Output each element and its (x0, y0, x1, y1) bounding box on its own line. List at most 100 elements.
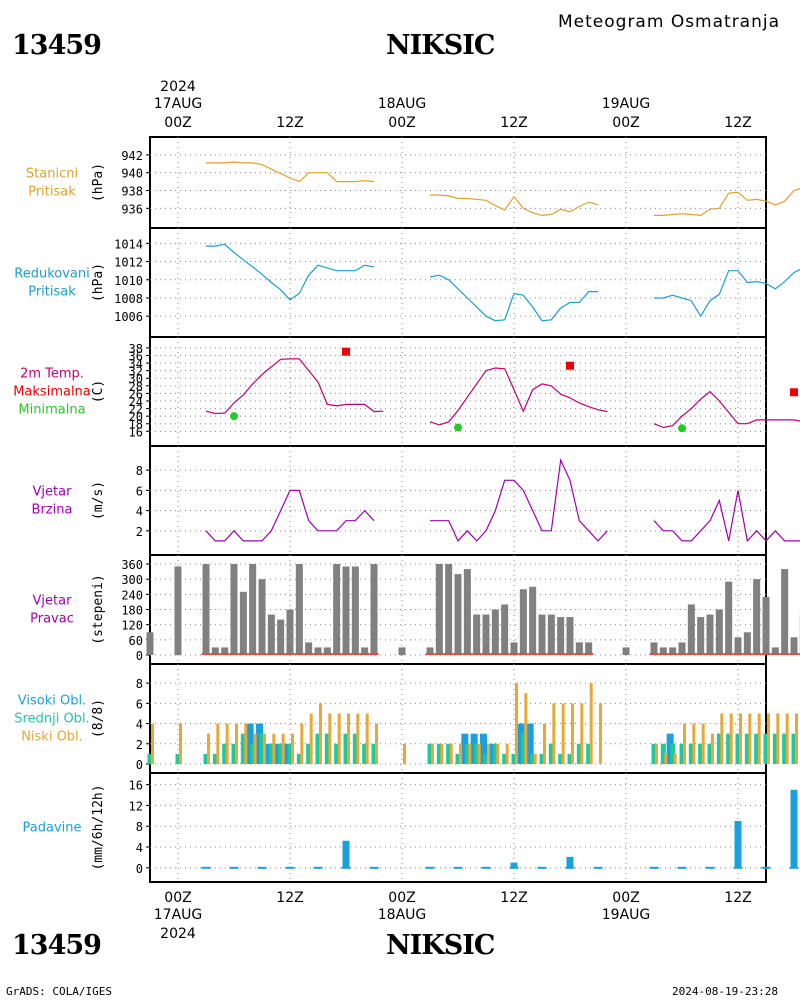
direction-bar (725, 581, 733, 655)
cloud-bar-2 (440, 743, 444, 764)
calm-mark (789, 653, 799, 655)
cloud-bar-2 (347, 713, 350, 764)
cloud-bar-1 (651, 743, 657, 764)
top-time-label: 12Z (500, 115, 527, 131)
top-time-label: 00Z (164, 115, 191, 131)
cloud-bar-1 (147, 753, 153, 764)
calm-mark (434, 653, 444, 655)
cloud-bar-1 (698, 743, 704, 764)
cloud-bar-1 (231, 743, 237, 764)
panel-frame-wind_speed (149, 445, 767, 556)
ytick-label-reduced_pressure: 1014 (114, 237, 143, 251)
panel-label-station_pressure: Stanicni (26, 167, 78, 182)
direction-bar (230, 564, 238, 655)
bottom-time-label: 12Z (500, 890, 527, 906)
cloud-bar-2 (235, 723, 238, 764)
ytick-label-temperature: 32 (129, 365, 143, 379)
direction-bar (342, 566, 350, 655)
ytick-label-temperature: 28 (129, 380, 143, 394)
precip-trace (313, 866, 323, 869)
cloud-bar-2 (533, 753, 537, 764)
calm-mark (574, 653, 584, 655)
cloud-bar-1 (763, 733, 769, 764)
series-line-temperature (653, 390, 800, 429)
tmax-marker (566, 361, 574, 370)
calm-mark (341, 653, 351, 655)
ytick-label-wind_direction: 240 (121, 588, 143, 602)
cloud-bar-1 (352, 733, 358, 764)
credit-text: GrADS: COLA/IGES (6, 985, 112, 998)
calm-mark (462, 653, 472, 655)
cloud-bar-1 (203, 753, 209, 764)
ytick-label-wind_speed: 4 (136, 505, 143, 519)
calm-mark (294, 653, 304, 655)
cloud-bar-2 (767, 713, 770, 764)
cloud-bar-1 (250, 743, 256, 764)
top-year-label: 2024 (160, 79, 196, 95)
precip-trace (369, 866, 379, 869)
unit-label-clouds: (8/8) (91, 699, 106, 738)
calm-mark (733, 653, 743, 655)
calm-mark (556, 653, 566, 655)
ytick-label-temperature: 22 (129, 403, 143, 417)
ytick-label-wind_direction: 0 (136, 649, 143, 663)
cloud-bar-1 (455, 753, 461, 764)
unit-label-precipitation: (mm/6h/12h) (91, 784, 106, 870)
cloud-bar-0 (526, 723, 534, 764)
cloud-bar-2 (403, 743, 406, 764)
station-name-top: NIKSIC (386, 30, 495, 61)
cloud-bar-1 (371, 743, 377, 764)
calm-mark (518, 653, 528, 655)
cloud-bar-1 (464, 743, 470, 764)
cloud-bar-1 (436, 743, 442, 764)
calm-mark (686, 653, 696, 655)
cloud-bar-1 (502, 753, 508, 764)
cloud-bar-2 (543, 723, 546, 764)
precip-trace (453, 866, 463, 869)
panel-label-wind_direction: Pravac (30, 612, 74, 627)
panel-frame-precipitation (149, 772, 767, 883)
calm-mark (490, 653, 500, 655)
cloud-bar-1 (679, 743, 685, 764)
unit-label-wind_speed: (m/s) (91, 481, 106, 520)
cloud-bar-2 (795, 713, 798, 764)
cloud-bar-1 (558, 753, 564, 764)
cloud-bar-1 (548, 743, 554, 764)
cloud-bar-1 (315, 733, 321, 764)
calm-mark (360, 653, 370, 655)
series-line-temperature (205, 358, 384, 415)
calm-mark (472, 653, 482, 655)
precip-trace (229, 866, 239, 869)
precip-trace (761, 866, 771, 869)
ytick-label-wind_direction: 120 (121, 619, 143, 633)
calm-mark (332, 653, 342, 655)
cloud-bar-2 (263, 733, 266, 764)
panel-label-reduced_pressure: Pritisak (28, 285, 76, 300)
series-line-wind_speed (430, 457, 608, 542)
cloud-bar-2 (431, 743, 434, 764)
top-date-label: 17AUG (154, 96, 203, 112)
direction-bar (258, 579, 266, 655)
panel-label-wind_speed: Vjetar (33, 485, 73, 500)
direction-bar (361, 647, 369, 655)
direction-bar (510, 642, 518, 655)
direction-bar (314, 647, 322, 655)
cloud-bar-2 (515, 683, 518, 764)
ytick-label-temperature: 38 (129, 342, 143, 356)
direction-bar (249, 564, 257, 655)
precip-trace (285, 866, 295, 869)
ytick-label-clouds: 0 (136, 758, 143, 772)
direction-bar (650, 642, 658, 655)
cloud-bar-1 (446, 743, 452, 764)
direction-bar (435, 564, 443, 655)
bottom-time-label: 00Z (388, 890, 415, 906)
cloud-bar-2 (216, 723, 220, 764)
cloud-bar-2 (711, 733, 714, 764)
panel-label-temperature: Minimalna (18, 403, 85, 418)
series-line-station_pressure (654, 188, 800, 217)
cloud-bar-2 (365, 713, 369, 764)
panel-label-wind_direction: Vjetar (33, 594, 73, 609)
direction-bar (454, 574, 462, 655)
bottom-time-label: 00Z (164, 890, 191, 906)
bottom-date-label: 17AUG (154, 907, 203, 923)
